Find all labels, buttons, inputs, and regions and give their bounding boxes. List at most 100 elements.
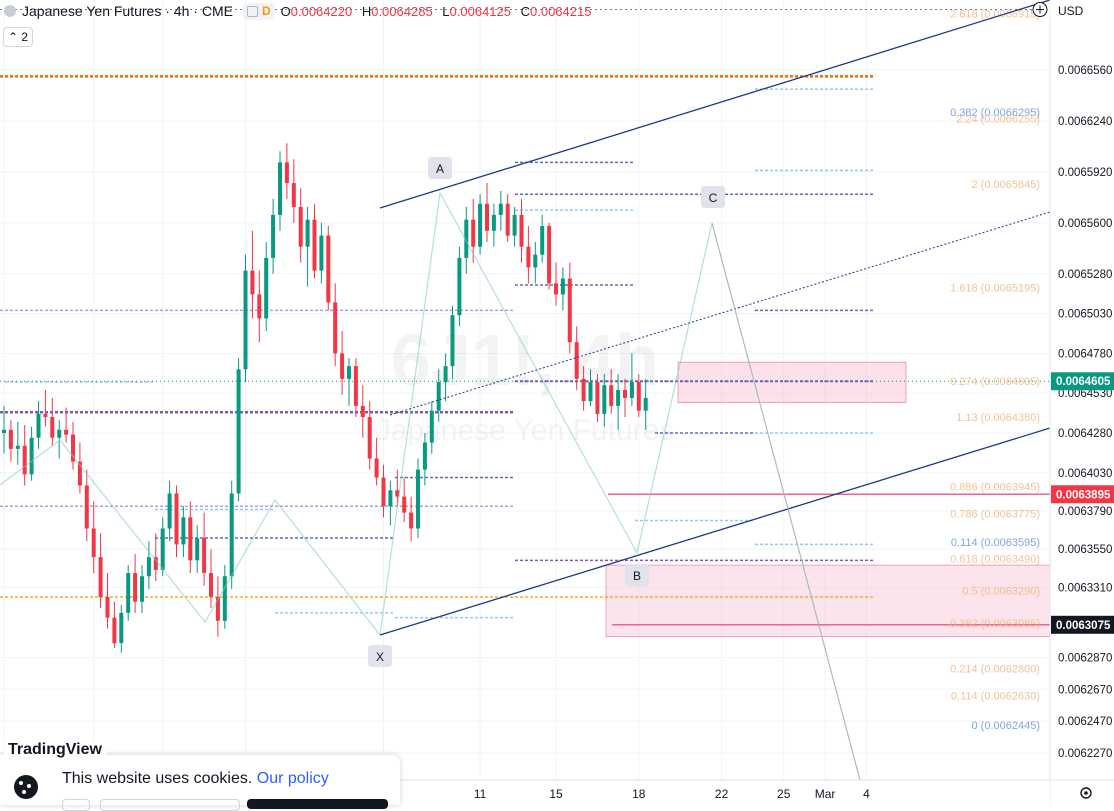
candle-body [374,458,379,478]
candle-body [236,369,241,494]
fib-extension: 2.618 (0.0066915) 0.382 (0.0066295)2.24 (… [950,9,1040,733]
tradingview-logo: TradingView [4,741,106,759]
title-separator: · [189,3,202,19]
time-tick-label: 18 [632,787,646,801]
cookie-policy-link[interactable]: Our policy [256,770,329,787]
candle-body [188,517,193,561]
ohlc-low-value: 0.0064125 [449,3,511,19]
candle-body [43,413,48,418]
cookie-banner: TradingView This website uses cookies. O… [0,741,400,811]
price-tick-label: 0.0063790 [1058,506,1112,518]
candle-body [264,257,269,319]
price-tick-label: 0.0062670 [1058,684,1112,696]
pattern-point-b: B [625,564,649,586]
watermark-symbol: 6J1!, 4h [391,321,659,401]
candle-body [402,496,407,513]
fib-level-label: 0.618 (0.0063490) [950,554,1040,566]
candle-body [326,235,331,303]
price-tick-label: 0.0065030 [1058,309,1112,321]
candle-body [526,246,531,268]
fib-level-label: 1.618 (0.0065195) [950,282,1040,294]
fib-level-label: 0.274 (0.0064605) [950,376,1040,388]
candle-body [347,366,351,379]
candle-body [602,385,607,414]
ohlc-high-value: 0.0064285 [371,3,433,19]
candle-body [629,382,634,398]
candle-body [498,203,503,215]
candle-body [181,517,186,545]
time-tick-label: 25 [777,787,791,801]
candle-body [588,382,593,402]
candle-body [485,203,489,231]
price-tick-label: 0.0062870 [1058,652,1112,664]
candles [2,143,648,653]
price-label-value: 0.0063895 [1056,489,1111,501]
fib-level-label: 0.214 (0.0062800) [950,664,1040,676]
candle-body [98,557,103,597]
interval-label[interactable]: 4h [173,3,190,19]
cookie-reject-button[interactable] [100,799,240,811]
candle-body [574,342,579,379]
candle-body [512,214,517,236]
pattern-point-marker [625,564,649,586]
watermark-name: Japanese Yen Futures [376,414,675,447]
currency-selector[interactable]: USD [1050,0,1114,22]
title-separator: · [161,3,174,19]
candle-body [443,366,448,383]
price-label-box [1051,615,1114,634]
candle-body [491,214,496,231]
price-tick-label: 0.0066240 [1058,116,1112,128]
ohlc-close-label: C [520,3,530,19]
gear-ring [1080,787,1092,799]
fib-level-label: 2.24 (0.0066255) [956,114,1040,126]
candle-body [22,445,27,475]
candle-body [360,405,365,418]
cookie-message: This website uses cookies. Our policy [62,770,329,788]
candle-body [436,382,441,411]
symbol-header[interactable]: Japanese Yen Futures · 4h · CME D O0.006… [0,0,597,22]
pattern-point-marker [701,186,725,208]
candle-body [57,429,62,438]
pattern-path [0,439,381,636]
indicators-toggle-button[interactable]: ⌃ 2 [3,27,34,47]
candle-body [312,219,317,271]
cookie-icon [14,775,38,799]
price-label-value: 0.0064605 [1056,376,1111,388]
candle-body [2,429,6,433]
candle-body [126,573,131,613]
candle-body [250,270,255,295]
candle-body [609,385,614,406]
cookie-settings-button[interactable] [62,799,90,811]
cookie-accept-button[interactable] [247,799,388,809]
price-tick-label: 0.0065280 [1058,269,1112,281]
candle-body [160,528,165,570]
candle-body [84,485,89,529]
price-label-green: 0.0064605 [1051,372,1114,391]
time-tick-label: Mar [815,787,836,801]
delayed-badge: D [261,4,271,18]
candle-body [333,302,338,354]
candle-body [540,226,545,255]
candle-body [388,490,393,507]
candle-body [450,315,455,367]
price-tick-label: 0.0065600 [1058,218,1112,230]
price-axis-bg [1050,0,1114,805]
currency-label: USD [1058,4,1084,18]
candle-body [202,538,207,574]
data-status-badge[interactable]: D [242,2,275,20]
candle-body [209,573,213,597]
fib-level-label: 0.382 (0.0066295) [950,107,1040,119]
harmonic-pattern: X A B C [0,0,1051,781]
candle-body [229,493,234,577]
candle-body [554,283,558,295]
candle-body [367,417,372,459]
symbol-title[interactable]: Japanese Yen Futures [22,3,162,19]
price-label-value: 0.0063075 [1056,620,1111,632]
horizontal-levels [0,9,1050,626]
time-tick-label: 4 [863,787,870,801]
candle-body [8,429,13,449]
candle-body [36,413,41,438]
candle-body [319,235,324,271]
price-tick-label: 0.0062470 [1058,716,1112,728]
